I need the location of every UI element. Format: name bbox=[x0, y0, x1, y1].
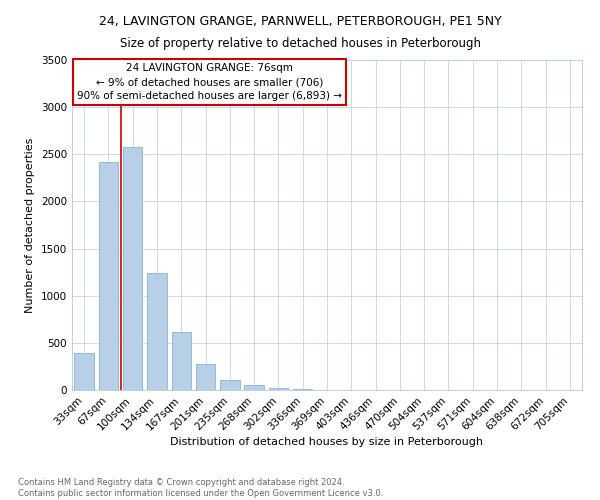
Bar bbox=[293, 389, 313, 390]
Bar bbox=[244, 386, 264, 390]
Bar bbox=[196, 364, 215, 390]
Text: 24, LAVINGTON GRANGE, PARNWELL, PETERBOROUGH, PE1 5NY: 24, LAVINGTON GRANGE, PARNWELL, PETERBOR… bbox=[98, 15, 502, 28]
Y-axis label: Number of detached properties: Number of detached properties bbox=[25, 138, 35, 312]
Text: 24 LAVINGTON GRANGE: 76sqm
← 9% of detached houses are smaller (706)
90% of semi: 24 LAVINGTON GRANGE: 76sqm ← 9% of detac… bbox=[77, 64, 342, 102]
Bar bbox=[220, 380, 239, 390]
Bar bbox=[147, 273, 167, 390]
Bar bbox=[123, 146, 142, 390]
X-axis label: Distribution of detached houses by size in Peterborough: Distribution of detached houses by size … bbox=[170, 438, 484, 448]
Bar bbox=[269, 388, 288, 390]
Text: Size of property relative to detached houses in Peterborough: Size of property relative to detached ho… bbox=[119, 38, 481, 51]
Bar bbox=[99, 162, 118, 390]
Bar bbox=[74, 353, 94, 390]
Text: Contains HM Land Registry data © Crown copyright and database right 2024.
Contai: Contains HM Land Registry data © Crown c… bbox=[18, 478, 383, 498]
Bar bbox=[172, 332, 191, 390]
